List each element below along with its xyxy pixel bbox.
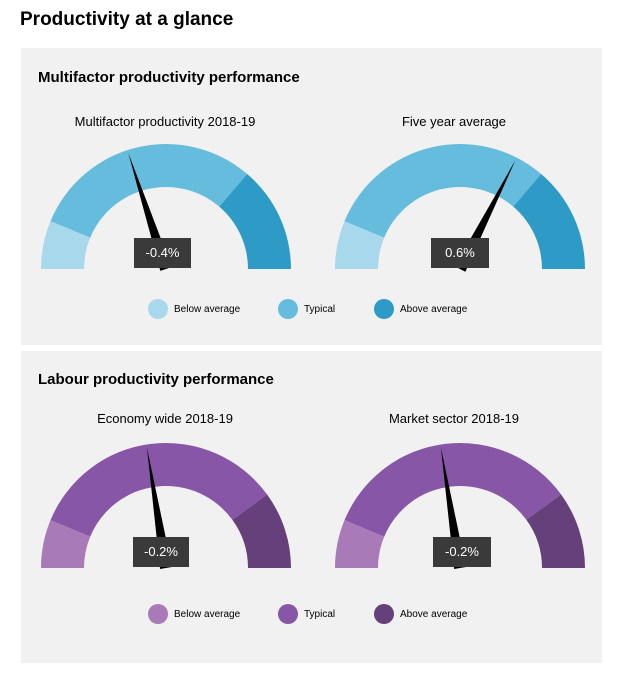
gauge-band-below-average — [41, 520, 91, 568]
legend-item-below-average: Below average — [148, 603, 240, 625]
legend-swatch-above-average — [374, 299, 394, 319]
gauge-economy-wide — [41, 443, 291, 569]
legend-swatch-below-average — [148, 299, 168, 319]
value-box-five-year-average: 0.6% — [431, 238, 489, 268]
gauge-band-above-average — [232, 494, 291, 568]
gauge-title-multifactor-2018-19: Multifactor productivity 2018-19 — [74, 114, 256, 129]
gauge-band-above-average — [219, 173, 291, 269]
legend-swatch-typical — [278, 604, 298, 624]
gauge-band-below-average — [335, 221, 385, 269]
legend-item-below-average: Below average — [148, 298, 240, 320]
gauge-band-below-average — [335, 520, 385, 568]
legend-label-below-average: Below average — [174, 608, 241, 620]
multifactor-panel-title: Multifactor productivity performance — [38, 69, 300, 86]
legend-item-above-average: Above average — [374, 603, 467, 625]
legend-label-above-average: Above average — [400, 303, 468, 315]
gauge-title-five-year-average: Five year average — [401, 114, 507, 129]
gauge-band-below-average — [41, 221, 91, 269]
value-box-economy-wide: -0.2% — [133, 537, 189, 567]
value-box-multifactor-2018-19: -0.4% — [134, 238, 191, 268]
gauge-band-above-average — [526, 494, 585, 568]
legend-label-below-average: Below average — [174, 303, 241, 315]
gauge-band-typical — [344, 443, 562, 537]
gauge-title-market-sector: Market sector 2018-19 — [388, 411, 520, 426]
legend-item-typical: Typical — [278, 298, 335, 320]
labour-legend: Below average Typical Above average — [21, 603, 602, 627]
labour-panel-title: Labour productivity performance — [38, 371, 274, 388]
gauge-band-typical — [50, 144, 248, 238]
legend-item-above-average: Above average — [374, 298, 467, 320]
gauge-band-typical — [344, 143, 542, 238]
legend-swatch-typical — [278, 299, 298, 319]
page-title: Productivity at a glance — [20, 9, 234, 30]
multifactor-panel: Multifactor productivity performance Mul… — [21, 48, 602, 345]
gauge-title-economy-wide: Economy wide 2018-19 — [97, 411, 233, 426]
legend-label-typical: Typical — [304, 608, 336, 620]
multifactor-legend: Below average Typical Above average — [21, 298, 602, 322]
legend-label-typical: Typical — [304, 303, 336, 315]
legend-label-above-average: Above average — [400, 608, 468, 620]
gauge-band-typical — [50, 443, 268, 537]
legend-swatch-above-average — [374, 604, 394, 624]
labour-panel: Labour productivity performance Economy … — [21, 351, 602, 663]
legend-item-typical: Typical — [278, 603, 335, 625]
gauge-band-above-average — [513, 173, 585, 269]
legend-swatch-below-average — [148, 604, 168, 624]
value-box-market-sector: -0.2% — [433, 537, 491, 567]
